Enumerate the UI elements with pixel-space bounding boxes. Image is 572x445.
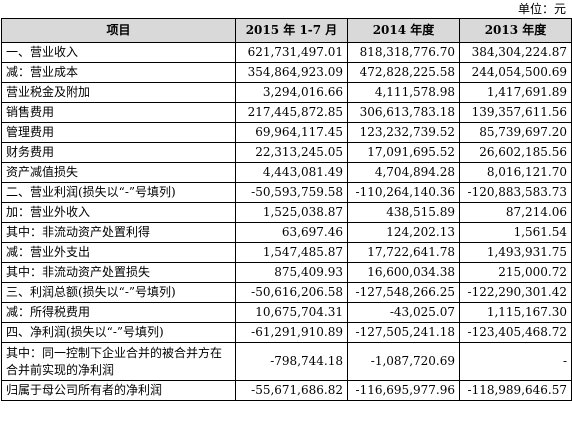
row-value: 124,202.13 bbox=[347, 222, 460, 243]
table-row: 二、营业利润(损失以“-”号填列) -50,593,759.58 -110,264,… bbox=[1, 182, 572, 203]
row-value: 621,731,497.01 bbox=[235, 42, 348, 63]
unit-label: 单位：元 bbox=[517, 2, 566, 16]
row-label: 二、营业利润(损失以“-”号填列) bbox=[1, 182, 236, 203]
table-row: 营业税金及附加 3,294,016.66 4,111,578.98 1,417,691… bbox=[1, 82, 572, 103]
row-label: 营业税金及附加 bbox=[1, 82, 236, 103]
row-value: 4,443,081.49 bbox=[235, 162, 348, 183]
row-value: - bbox=[459, 342, 572, 381]
table-header-row: 项目 2015 年 1-7 月 2014 年度 2013 年度 bbox=[1, 18, 572, 43]
row-value: 384,304,224.87 bbox=[459, 42, 572, 63]
row-label: 销售费用 bbox=[1, 102, 236, 123]
row-value: 8,016,121.70 bbox=[459, 162, 572, 183]
header-2015: 2015 年 1-7 月 bbox=[235, 18, 348, 43]
table-row: 减：营业外支出 1,547,485.87 17,722,641.78 1,493,93… bbox=[1, 242, 572, 263]
row-value: 123,232,739.52 bbox=[347, 122, 460, 143]
row-label: 减：营业成本 bbox=[1, 62, 236, 83]
table-row: 销售费用 217,445,872.85 306,613,783.18 139,357,… bbox=[1, 102, 572, 123]
row-value: -127,548,266.25 bbox=[347, 282, 460, 303]
row-value: -116,695,977.96 bbox=[347, 380, 460, 401]
row-value: -118,989,646.57 bbox=[459, 380, 572, 401]
row-label: 资产减值损失 bbox=[1, 162, 236, 183]
table-row: 四、净利润(损失以“-”号填列) -61,291,910.89 -127,505,2… bbox=[1, 322, 572, 343]
row-value: 217,445,872.85 bbox=[235, 102, 348, 123]
row-value: 306,613,783.18 bbox=[347, 102, 460, 123]
table-row: 减：营业成本 354,864,923.09 472,828,225.58 244,05… bbox=[1, 62, 572, 83]
row-value: 1,547,485.87 bbox=[235, 242, 348, 263]
row-value: -110,264,140.36 bbox=[347, 182, 460, 203]
table-row: 减：所得税费用 10,675,704.31 -43,025.07 1,115,167.… bbox=[1, 302, 572, 323]
row-value: 875,409.93 bbox=[235, 262, 348, 283]
header-2014: 2014 年度 bbox=[347, 18, 460, 43]
row-value: 1,561.54 bbox=[459, 222, 572, 243]
row-label: 减：所得税费用 bbox=[1, 302, 236, 323]
row-value: 10,675,704.31 bbox=[235, 302, 348, 323]
row-value: 4,704,894.28 bbox=[347, 162, 460, 183]
row-value: 1,493,931.75 bbox=[459, 242, 572, 263]
row-value: 354,864,923.09 bbox=[235, 62, 348, 83]
row-value: -55,671,686.82 bbox=[235, 380, 348, 401]
row-label: 管理费用 bbox=[1, 122, 236, 143]
table-row: 加：营业外收入 1,525,038.87 438,515.89 87,214.06 bbox=[1, 202, 572, 223]
row-value: 215,000.72 bbox=[459, 262, 572, 283]
header-item: 项目 bbox=[1, 18, 236, 43]
row-value: -61,291,910.89 bbox=[235, 322, 348, 343]
row-value: -127,505,241.18 bbox=[347, 322, 460, 343]
row-value: 438,515.89 bbox=[347, 202, 460, 223]
row-value: -120,883,583.73 bbox=[459, 182, 572, 203]
row-value: 63,697.46 bbox=[235, 222, 348, 243]
table-row: 三、利润总额(损失以“-”号填列) -50,616,206.58 -127,548,… bbox=[1, 282, 572, 303]
row-value: 22,313,245.05 bbox=[235, 142, 348, 163]
row-value: 85,739,697.20 bbox=[459, 122, 572, 143]
row-value: 17,722,641.78 bbox=[347, 242, 460, 263]
row-value: 472,828,225.58 bbox=[347, 62, 460, 83]
row-value: 1,525,038.87 bbox=[235, 202, 348, 223]
row-value: 3,294,016.66 bbox=[235, 82, 348, 103]
income-statement-table: 项目 2015 年 1-7 月 2014 年度 2013 年度 一、营业收入 62… bbox=[1, 18, 572, 401]
row-value: -43,025.07 bbox=[347, 302, 460, 323]
row-value: -50,593,759.58 bbox=[235, 182, 348, 203]
row-label: 一、营业收入 bbox=[1, 42, 236, 63]
row-value: -123,405,468.72 bbox=[459, 322, 572, 343]
table-row: 一、营业收入 621,731,497.01 818,318,776.70 384,30… bbox=[1, 42, 572, 63]
row-value: 69,964,117.45 bbox=[235, 122, 348, 143]
row-label: 加：营业外收入 bbox=[1, 202, 236, 223]
row-value: 17,091,695.52 bbox=[347, 142, 460, 163]
row-label: 其中：同一控制下企业合并的被合并方在合并前实现的净利润 bbox=[1, 342, 236, 381]
row-value: 4,111,578.98 bbox=[347, 82, 460, 103]
row-value: 139,357,611.56 bbox=[459, 102, 572, 123]
row-value: -122,290,301.42 bbox=[459, 282, 572, 303]
row-label: 四、净利润(损失以“-”号填列) bbox=[1, 322, 236, 343]
table-row: 其中：非流动资产处置利得 63,697.46 124,202.13 1,561.54 bbox=[1, 222, 572, 243]
row-value: 1,417,691.89 bbox=[459, 82, 572, 103]
table-row: 资产减值损失 4,443,081.49 4,704,894.28 8,016,121.… bbox=[1, 162, 572, 183]
table-row: 其中：同一控制下企业合并的被合并方在合并前实现的净利润 -798,744.18 -1… bbox=[1, 342, 572, 381]
table-row: 管理费用 69,964,117.45 123,232,739.52 85,739,69… bbox=[1, 122, 572, 143]
row-label: 其中：非流动资产处置利得 bbox=[1, 222, 236, 243]
row-value: 16,600,034.38 bbox=[347, 262, 460, 283]
row-label: 其中：非流动资产处置损失 bbox=[1, 262, 236, 283]
row-label: 财务费用 bbox=[1, 142, 236, 163]
row-value: -798,744.18 bbox=[235, 342, 348, 381]
row-value: 87,214.06 bbox=[459, 202, 572, 223]
table-row: 财务费用 22,313,245.05 17,091,695.52 26,602,185… bbox=[1, 142, 572, 163]
header-2013: 2013 年度 bbox=[459, 18, 572, 43]
row-value: -1,087,720.69 bbox=[347, 342, 460, 381]
row-label: 三、利润总额(损失以“-”号填列) bbox=[1, 282, 236, 303]
row-value: 26,602,185.56 bbox=[459, 142, 572, 163]
row-value: -50,616,206.58 bbox=[235, 282, 348, 303]
row-value: 818,318,776.70 bbox=[347, 42, 460, 63]
row-label: 归属于母公司所有者的净利润 bbox=[1, 380, 236, 401]
row-value: 244,054,500.69 bbox=[459, 62, 572, 83]
table-row: 其中：非流动资产处置损失 875,409.93 16,600,034.38 215,0… bbox=[1, 262, 572, 283]
row-label: 减：营业外支出 bbox=[1, 242, 236, 263]
table-row: 归属于母公司所有者的净利润 -55,671,686.82 -116,695,977.… bbox=[1, 380, 572, 401]
row-value: 1,115,167.30 bbox=[459, 302, 572, 323]
